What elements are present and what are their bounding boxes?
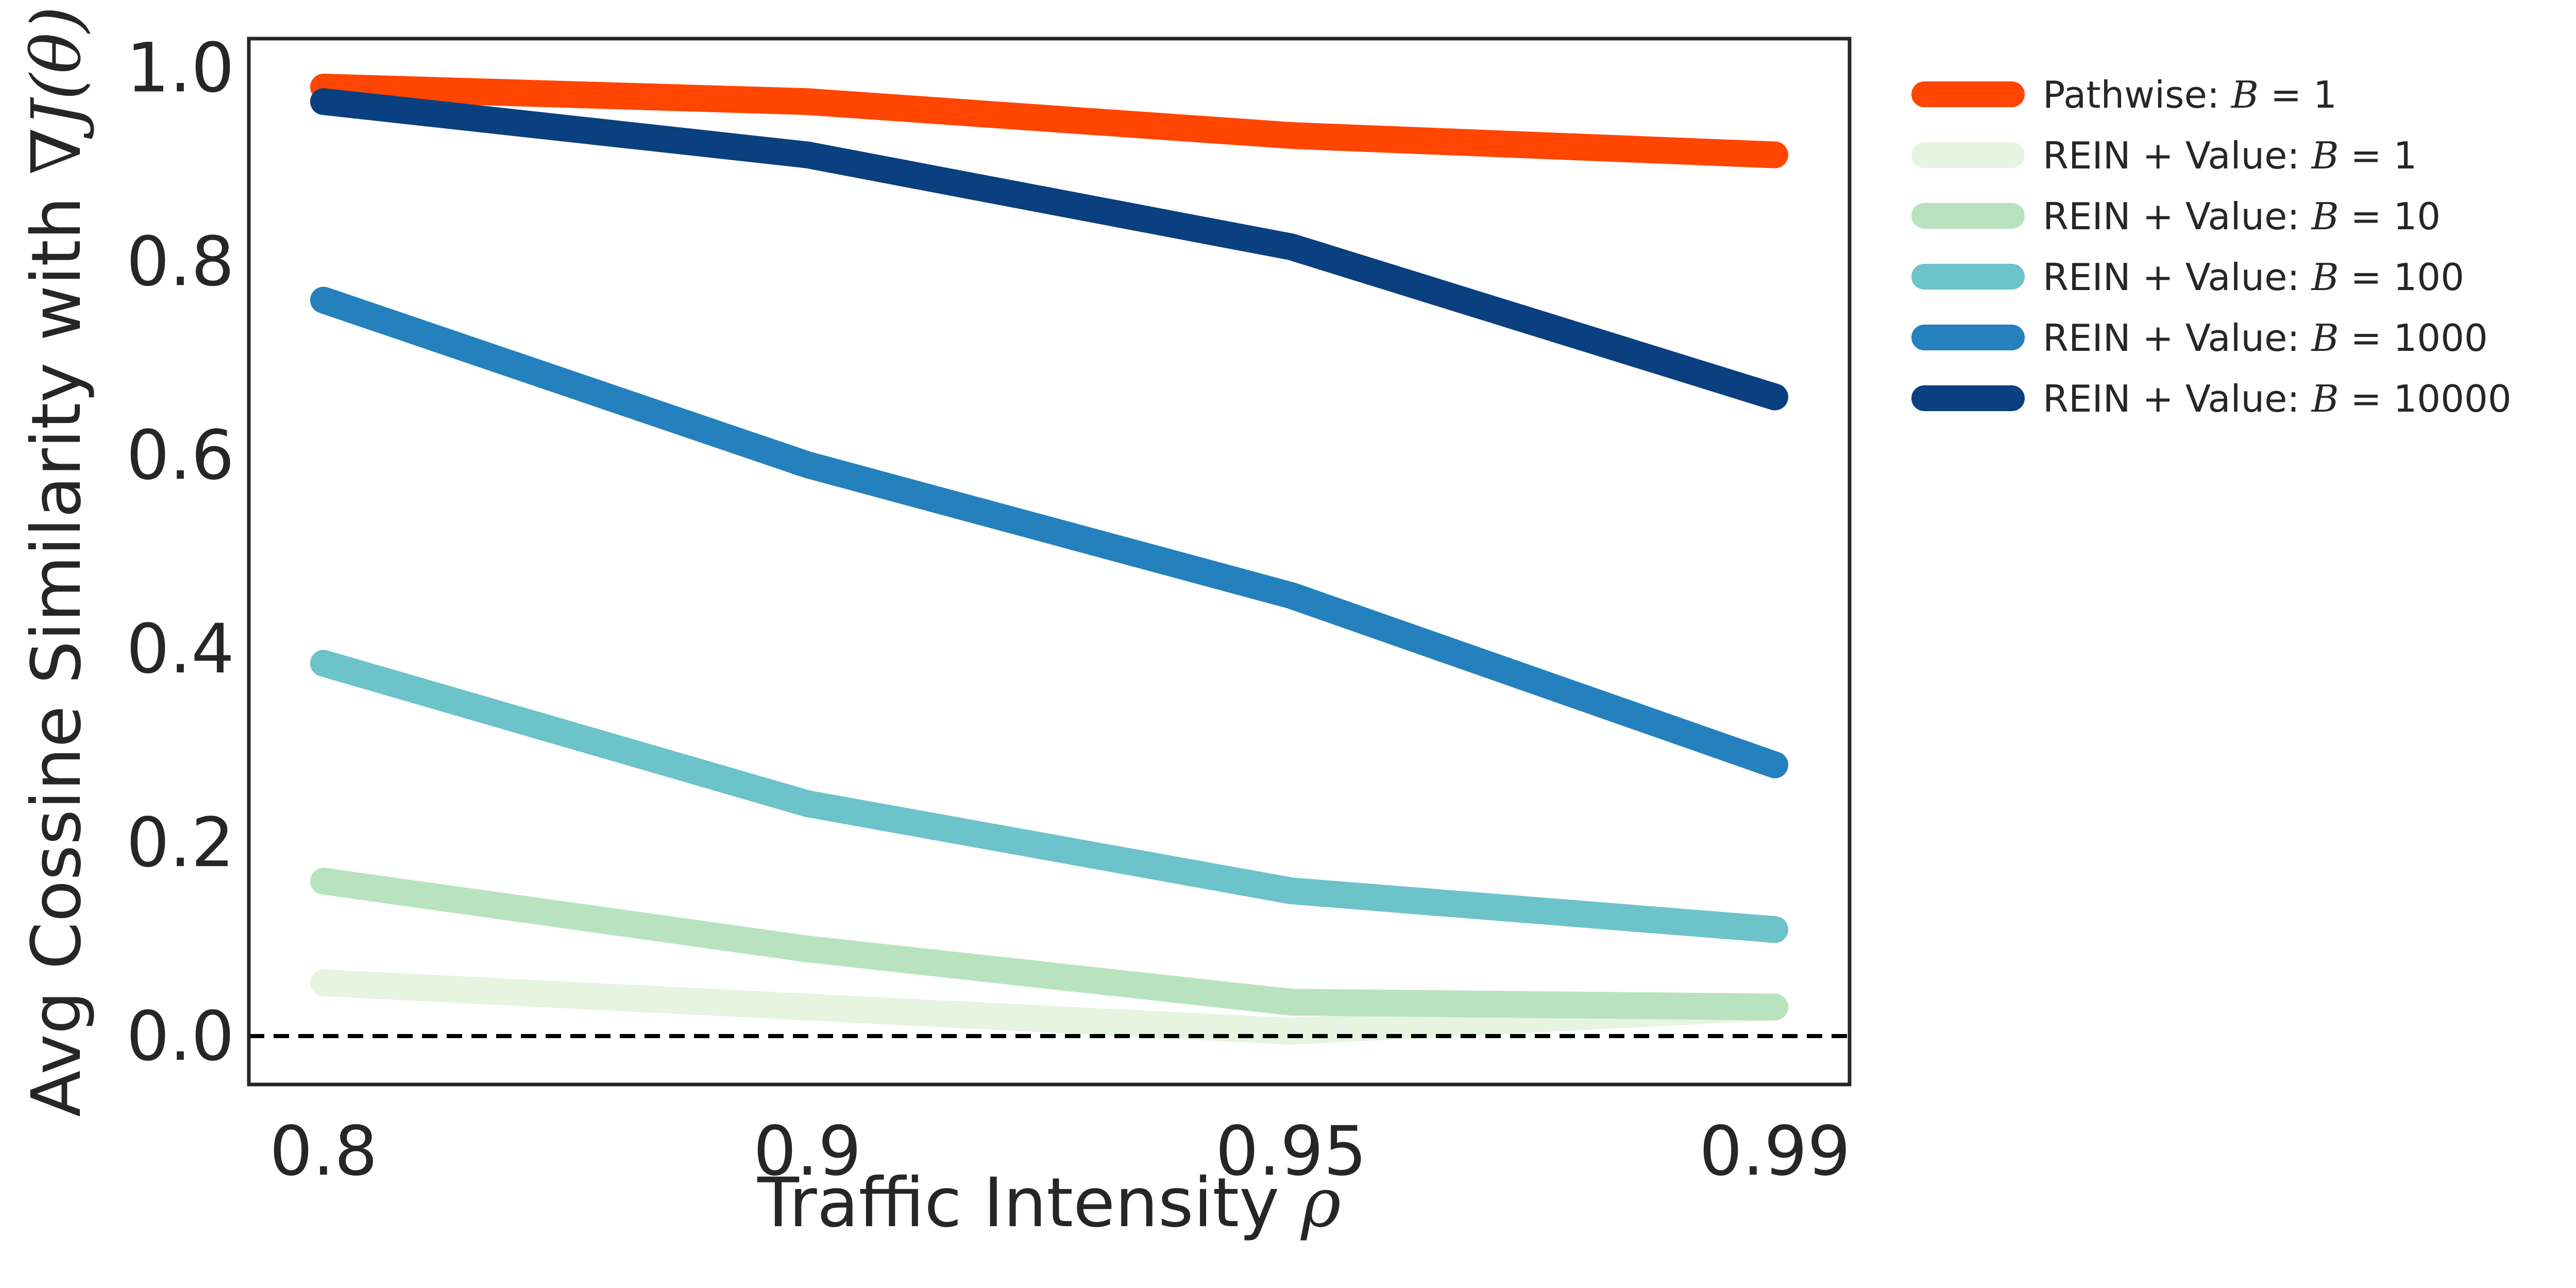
- series-line-3: [310, 650, 1788, 943]
- x-axis-label: Traffic Intensity ρ: [757, 1163, 1341, 1243]
- plot-frame: [247, 37, 1852, 1087]
- legend-label-5: REIN + Value: B = 10000: [2043, 377, 2512, 420]
- y-axis-label-text: Avg Cossine Similarity with: [17, 197, 96, 1117]
- series-line-2: [310, 868, 1788, 1021]
- x-axis-label-symbol: ρ: [1300, 1163, 1341, 1243]
- y-tick-label: 0.2: [126, 803, 234, 883]
- legend-label-3: REIN + Value: B = 100: [2043, 256, 2464, 299]
- series-line-1: [310, 969, 1788, 1045]
- y-axis: 0.0 0.2 0.4 0.6 0.8 1.0: [126, 28, 234, 1076]
- series-line-0: [310, 74, 1788, 168]
- y-tick-label: 0.0: [126, 997, 234, 1076]
- x-tick-label: 0.9: [753, 1112, 861, 1191]
- series-line-4: [310, 286, 1788, 778]
- legend-label-0: Pathwise: B = 1: [2043, 73, 2337, 116]
- y-tick-label: 0.8: [126, 222, 234, 301]
- plot-series: [310, 74, 1788, 1045]
- legend: Pathwise: B = 1 REIN + Value: B = 1 REIN +…: [1911, 73, 2512, 420]
- x-axis: 0.8 0.9 0.95 0.99: [269, 1112, 1851, 1191]
- y-tick-label: 1.0: [126, 28, 234, 108]
- y-tick-label: 0.6: [126, 416, 234, 495]
- legend-label-4: REIN + Value: B = 1000: [2043, 316, 2488, 360]
- y-axis-label-symbol: ∇J(θ): [17, 6, 96, 175]
- y-tick-label: 0.4: [126, 609, 234, 689]
- y-axis-label: Avg Cossine Similarity with ∇J(θ): [17, 6, 96, 1117]
- legend-label-2: REIN + Value: B = 10: [2043, 195, 2441, 238]
- series-line-5: [310, 88, 1788, 411]
- x-tick-label: 0.95: [1215, 1112, 1367, 1191]
- x-axis-label-text: Traffic Intensity: [757, 1163, 1279, 1243]
- x-tick-label: 0.8: [269, 1112, 378, 1191]
- x-tick-label: 0.99: [1699, 1112, 1851, 1191]
- legend-label-1: REIN + Value: B = 1: [2043, 134, 2417, 177]
